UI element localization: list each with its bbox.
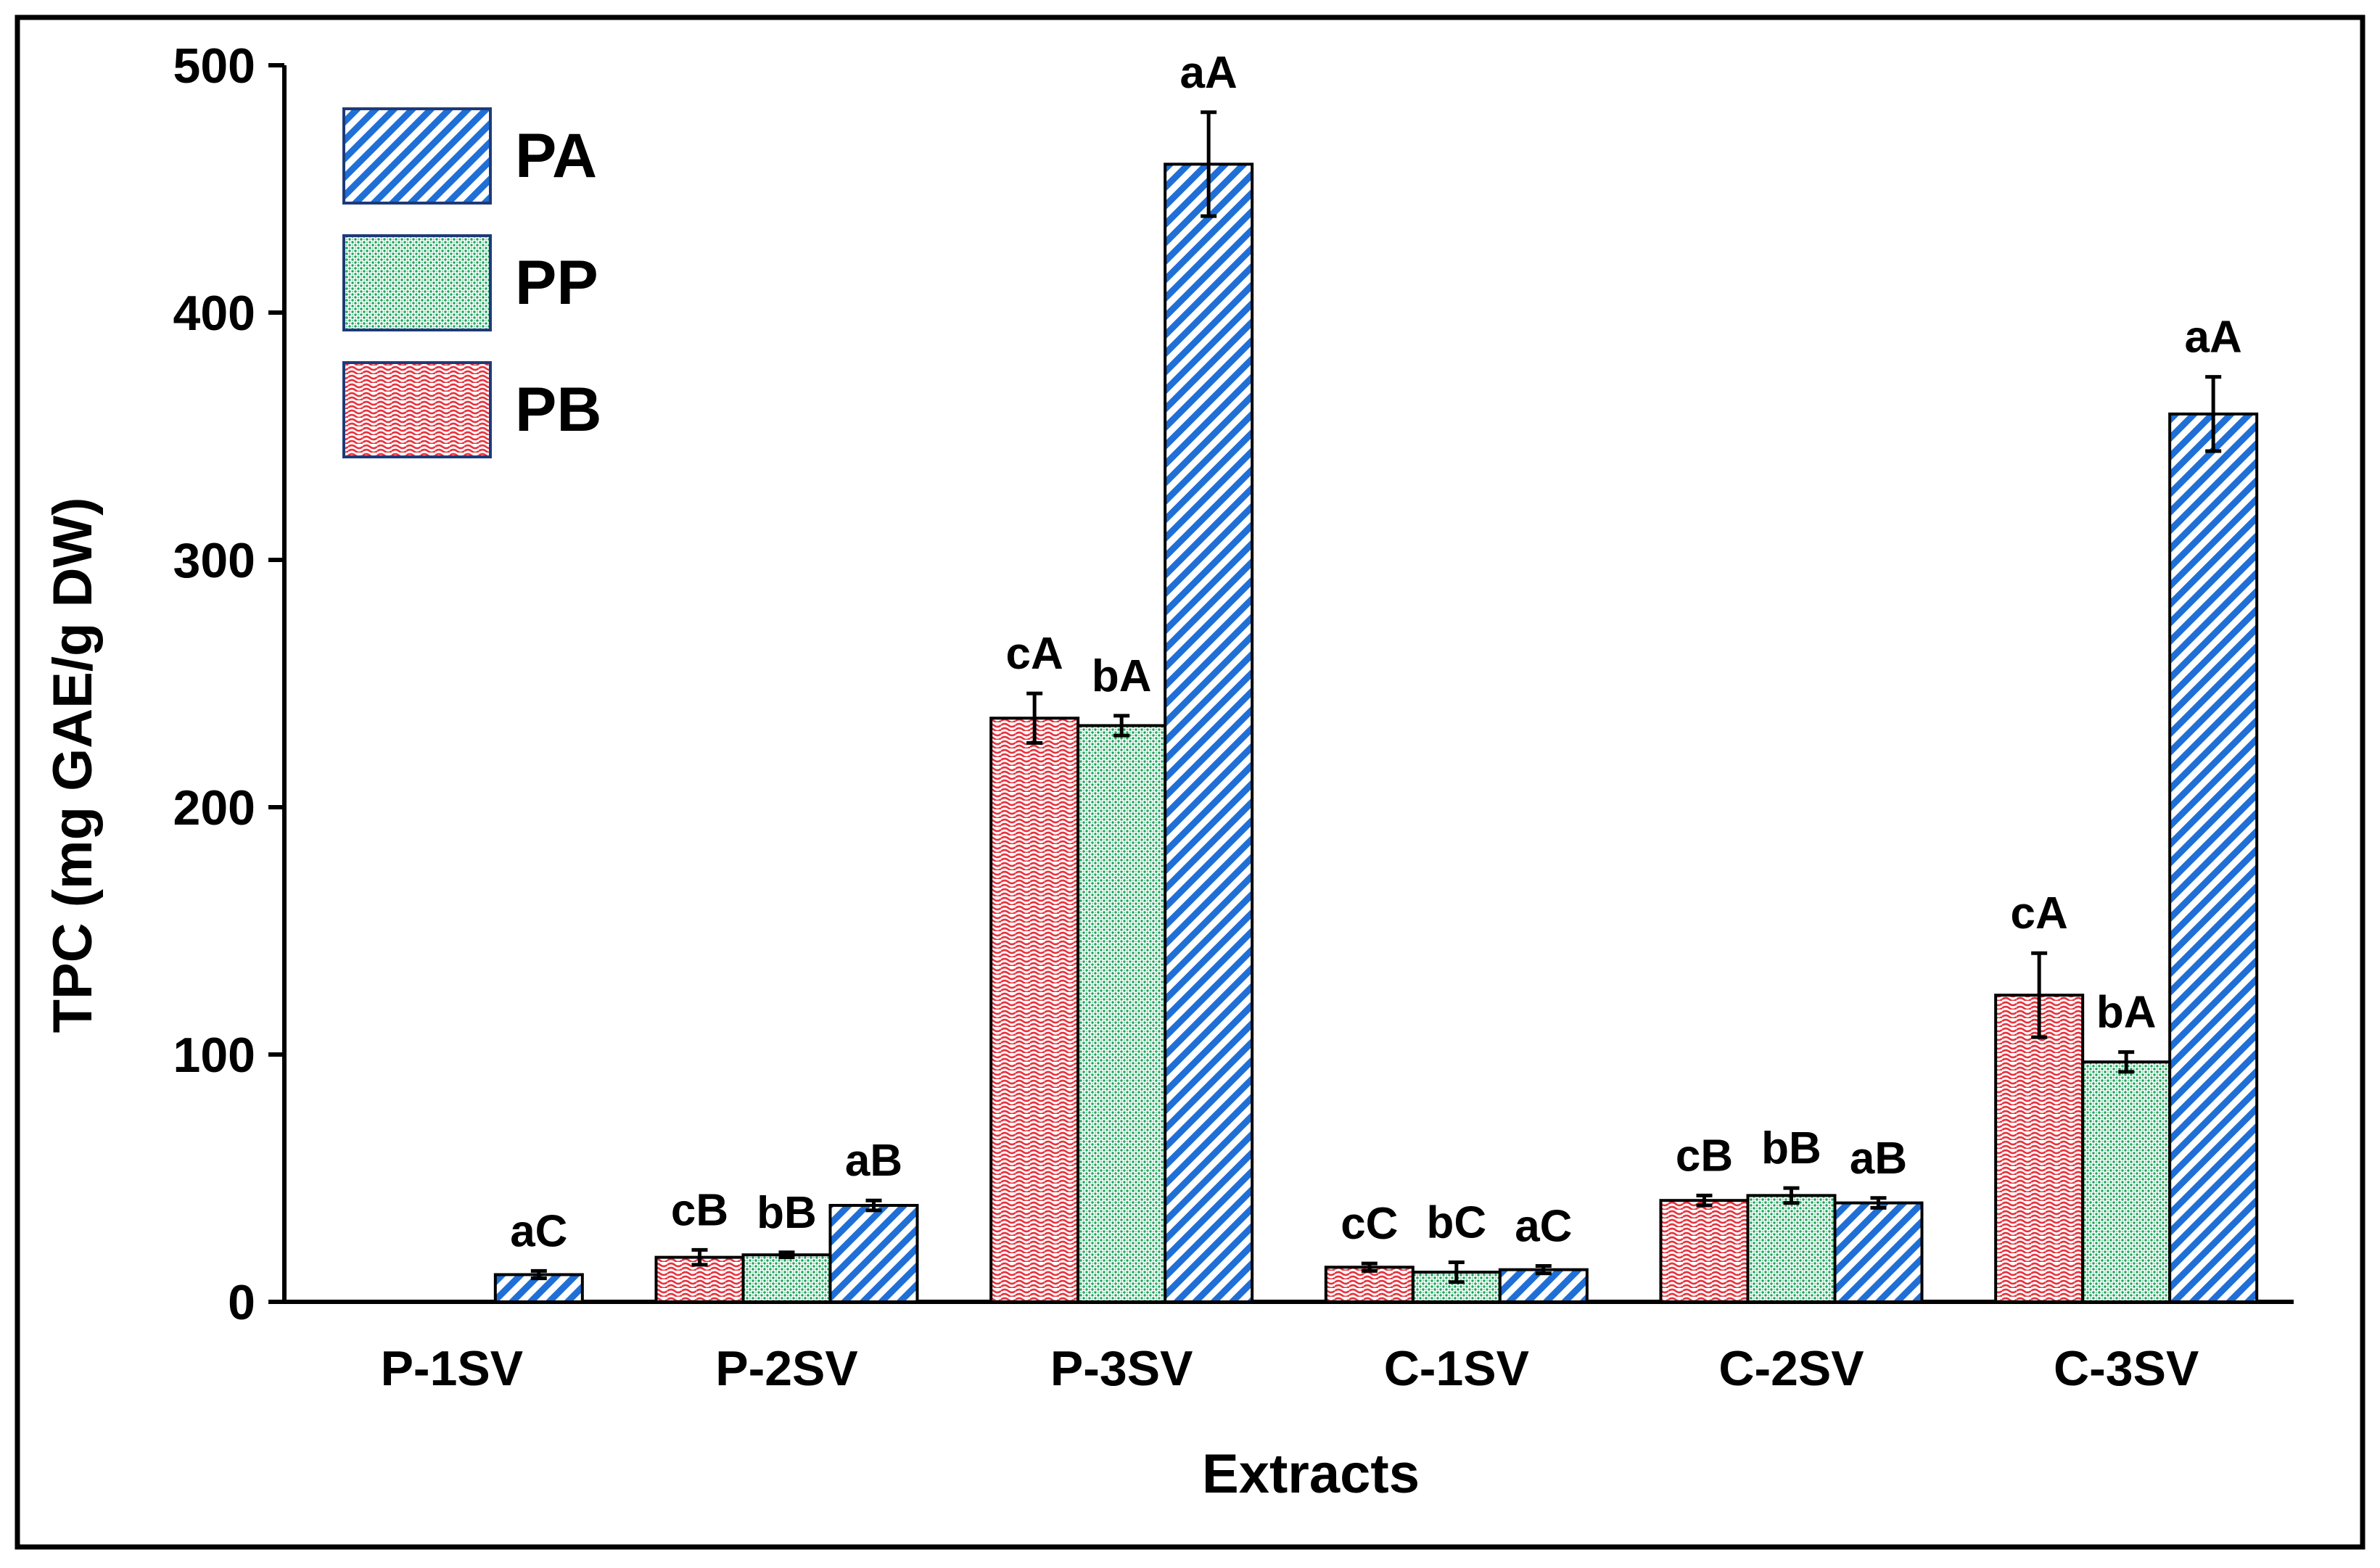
y-tick-label-300: 300 — [173, 533, 255, 588]
data-label-pa-p-3sv: aA — [1180, 48, 1238, 98]
x-axis-title: Extracts — [1202, 1443, 1420, 1505]
legend-swatch-pa — [342, 107, 492, 205]
data-label-pb-c-2sv: cB — [1676, 1131, 1733, 1181]
figure-frame — [15, 15, 2365, 1550]
bar-pa-p-1sv — [493, 1273, 584, 1303]
bar-pa-p-3sv — [1164, 162, 1254, 1303]
x-tick-label-c-3sv: C-3SV — [2054, 1341, 2199, 1396]
legend-label-pp: PP — [515, 248, 598, 318]
bar-pa-c-2sv — [1833, 1201, 1924, 1303]
x-tick-label-p-2sv: P-2SV — [715, 1341, 858, 1396]
data-label-pb-c-1sv: cC — [1341, 1199, 1398, 1249]
data-label-pb-p-3sv: cA — [1006, 629, 1063, 679]
bar-pb-p-3sv — [989, 717, 1080, 1303]
data-label-pa-p-1sv: aC — [510, 1206, 567, 1256]
bar-pp-c-3sv — [2081, 1060, 2172, 1303]
x-tick-label-c-2sv: C-2SV — [1718, 1341, 1864, 1396]
y-tick-label-400: 400 — [173, 286, 255, 341]
bar-pp-p-3sv — [1076, 724, 1167, 1303]
data-label-pa-c-3sv: aA — [2185, 313, 2242, 363]
data-label-pp-c-2sv: bB — [1761, 1123, 1821, 1173]
data-label-pa-p-2sv: aB — [845, 1136, 902, 1186]
data-label-pb-p-2sv: cB — [671, 1185, 728, 1235]
data-label-pa-c-1sv: aC — [1515, 1202, 1572, 1252]
legend-label-pb: PB — [515, 375, 601, 445]
bar-pa-p-2sv — [828, 1204, 919, 1304]
bar-pb-c-2sv — [1659, 1199, 1750, 1303]
y-tick-label-0: 0 — [228, 1275, 255, 1330]
data-label-pb-c-3sv: cA — [2011, 888, 2068, 938]
bar-pp-p-2sv — [741, 1253, 832, 1303]
legend-swatch-pp — [342, 234, 492, 331]
y-tick-label-100: 100 — [173, 1028, 255, 1083]
legend-swatch-pb — [342, 361, 492, 458]
y-tick-label-500: 500 — [173, 38, 255, 94]
data-label-pa-c-2sv: aB — [1850, 1134, 1907, 1184]
y-axis-title: TPC (mg GAE/g DW) — [42, 498, 104, 1033]
data-label-pp-p-3sv: bA — [1092, 651, 1152, 701]
x-tick-label-p-3sv: P-3SV — [1050, 1341, 1193, 1396]
x-tick-label-c-1sv: C-1SV — [1384, 1341, 1529, 1396]
bar-pp-c-2sv — [1746, 1194, 1837, 1303]
y-tick-label-200: 200 — [173, 780, 255, 835]
bar-pb-c-3sv — [1994, 994, 2085, 1304]
legend-label-pa: PA — [515, 121, 597, 191]
data-label-pp-c-3sv: bA — [2096, 988, 2157, 1038]
x-tick-label-p-1sv: P-1SV — [381, 1341, 524, 1396]
bar-pa-c-3sv — [2168, 412, 2259, 1303]
data-label-pp-p-2sv: bB — [757, 1188, 817, 1238]
data-label-pp-c-1sv: bC — [1427, 1197, 1487, 1247]
